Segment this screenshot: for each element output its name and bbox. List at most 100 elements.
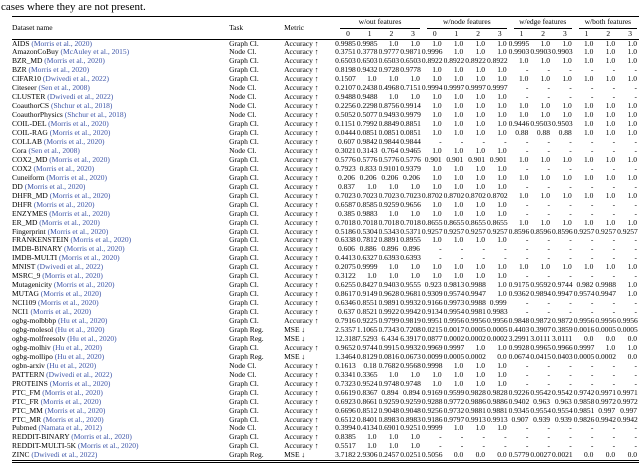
citation-link[interactable]: (Morris et al., 2020) — [44, 57, 105, 66]
value-cell: 0.9169 — [421, 388, 443, 397]
value-cell: 1.0 — [410, 370, 420, 379]
citation-link[interactable]: (Shchur et al., 2018) — [64, 111, 127, 120]
citation-link[interactable]: (Morris et al., 2020) — [30, 308, 92, 317]
value-cell: 0.4968 — [378, 84, 400, 93]
citation-link[interactable]: (Namata et al., 2012) — [38, 424, 102, 433]
value-cell: 0.9942 — [617, 415, 638, 424]
citation-link[interactable]: (Morris et al., 2020) — [49, 129, 111, 138]
col-header-metric: Metric — [284, 16, 336, 40]
value-cell: 1.0 — [518, 155, 529, 164]
value-cell: 0.9257 — [443, 227, 465, 236]
value-cell: 0.8585 — [356, 200, 378, 209]
value-cell: - — [612, 200, 616, 209]
citation-link[interactable]: (Hu et al., 2020) — [58, 317, 108, 326]
citation-link[interactable]: (Morris et al., 2020) — [40, 290, 102, 299]
citation-link[interactable]: (Morris et al., 2020) — [33, 200, 95, 209]
citation-link[interactable]: (Morris et al., 2020) — [64, 245, 125, 254]
value-cell: 0.8655 — [486, 218, 508, 227]
citation-link[interactable]: (Morris et al., 2020) — [28, 66, 90, 75]
value-cell: 0.9524 — [356, 379, 378, 388]
citation-link[interactable]: (Dwivedi et al., 2022) — [47, 93, 114, 102]
citation-link[interactable]: (Morris et al., 2020) — [43, 137, 105, 146]
value-cell: 0.9599 — [443, 388, 465, 397]
dataset-cell: PTC_FR (Morris et al., 2020) — [12, 398, 229, 407]
dataset-cell: ZINC (Dwivedi et al., 2022) — [12, 451, 229, 461]
value-cell: - — [612, 370, 616, 379]
citation-link[interactable]: (Morris et al., 2020) — [49, 379, 111, 388]
dataset-name: ogbg-molhiv — [12, 343, 53, 352]
value-cell: 0.0 — [453, 451, 464, 460]
citation-link[interactable]: (Morris et al., 2020) — [42, 272, 103, 281]
value-cell: 0.9732 — [443, 406, 465, 415]
table-row: MNIST (Dwivedi et al., 2022) Graph Cl. Acc… — [12, 263, 639, 272]
value-cell: 0.9985 — [335, 39, 356, 48]
citation-link[interactable]: (Dwivedi et al., 2022) — [46, 370, 113, 379]
col-header-dataset: Dataset name — [12, 16, 230, 40]
citation-link[interactable]: (Dwivedi et al., 2022) — [37, 263, 104, 272]
value-cell: 1.0 — [627, 75, 637, 84]
value-cell: 1.0 — [475, 209, 485, 218]
value-cell: 1.0 — [388, 39, 399, 48]
citation-link[interactable]: (Hu et al., 2020) — [52, 343, 102, 352]
citation-link[interactable]: (Morris et al., 2020) — [46, 173, 107, 182]
value-cell: - — [547, 164, 551, 173]
citation-link[interactable]: (Morris et al., 2020) — [38, 299, 99, 308]
value-cell: 0.9999 — [421, 424, 443, 433]
citation-link[interactable]: (Morris et al., 2020) — [31, 39, 93, 48]
citation-link[interactable]: (Shchur et al., 2018) — [50, 102, 113, 111]
citation-link[interactable]: (Morris et al., 2020) — [42, 388, 103, 397]
citation-link[interactable]: (Morris et al., 2020) — [49, 209, 110, 218]
value-cell: - — [482, 433, 485, 442]
citation-link[interactable]: (Morris et al., 2020) — [71, 433, 132, 442]
value-cell: 0.8596 — [508, 227, 530, 236]
citation-link[interactable]: (Morris et al., 2020) — [49, 191, 111, 200]
citation-link[interactable]: (Sen et al., 2008) — [38, 84, 90, 93]
citation-link[interactable]: (Dwivedi et al., 2022) — [42, 75, 109, 84]
citation-link[interactable]: (Morris et al., 2020) — [40, 397, 102, 406]
citation-link[interactable]: (Morris et al., 2020) — [53, 281, 115, 290]
value-cell: 0.8756 — [378, 102, 400, 111]
value-cell: 0.5077 — [356, 111, 378, 120]
value-cell: - — [590, 84, 594, 93]
citation-link[interactable]: (Morris et al., 2020) — [59, 254, 120, 263]
value-cell: 0.385 — [337, 209, 355, 218]
task-cell: Graph Cl. — [229, 299, 259, 308]
citation-link[interactable]: (Hu et al., 2020) — [55, 326, 105, 334]
value-cell: 1.0 — [432, 236, 442, 245]
value-cell: 1.0 — [497, 209, 507, 218]
citation-link[interactable]: (Morris et al., 2020) — [24, 182, 86, 191]
citation-link[interactable]: (McAuley et al., 2015) — [60, 48, 130, 57]
citation-link[interactable]: (Sen et al., 2008) — [28, 146, 80, 155]
value-cell: 0.0 — [475, 451, 485, 460]
citation-link[interactable]: (Morris et al., 2020) — [48, 120, 109, 129]
value-cell: 0.5343 — [378, 227, 400, 236]
citation-link[interactable]: (Morris et al., 2020) — [44, 406, 106, 415]
citation-link[interactable]: (Hu et al., 2020) — [67, 334, 117, 343]
value-cell: 1.0 — [475, 129, 485, 138]
task-cell: Node Cl. — [229, 370, 257, 379]
value-cell: 1.0 — [540, 111, 551, 120]
citation-link[interactable]: (Morris et al., 2020) — [49, 155, 110, 164]
dataset-cell: NCI109 (Morris et al., 2020) — [12, 299, 229, 308]
value-cell: 1.0 — [497, 281, 507, 290]
value-cell: 0.9965 — [530, 343, 551, 352]
value-cell: - — [590, 379, 594, 388]
value-cell: 0.9947 — [552, 290, 573, 299]
dataset-name: CIFAR10 — [12, 75, 43, 84]
citation-link[interactable]: (Hu et al., 2020) — [54, 352, 105, 361]
citation-link[interactable]: (Morris et al., 2020) — [47, 227, 109, 236]
value-cell: - — [590, 361, 594, 370]
citation-link[interactable]: (Morris et al., 2020) — [33, 164, 95, 173]
citation-link[interactable]: (Hu et al., 2020) — [46, 361, 97, 370]
value-cell: 0.907 — [511, 415, 529, 424]
value-cell: 0.2107 — [335, 84, 356, 93]
value-cell: 0.9175 — [508, 281, 530, 290]
citation-link[interactable]: (Dwivedi et al., 2022) — [31, 451, 98, 460]
value-cell: 0.0673 — [400, 352, 421, 361]
value-cell: 0.901 — [489, 155, 507, 164]
citation-link[interactable]: (Morris et al., 2020) — [77, 442, 139, 451]
citation-link[interactable]: (Morris et al., 2020) — [43, 415, 104, 424]
value-cell: 0.9681 — [400, 290, 421, 299]
citation-link[interactable]: (Morris et al., 2020) — [39, 218, 100, 227]
citation-link[interactable]: (Morris et al., 2020) — [70, 236, 132, 245]
